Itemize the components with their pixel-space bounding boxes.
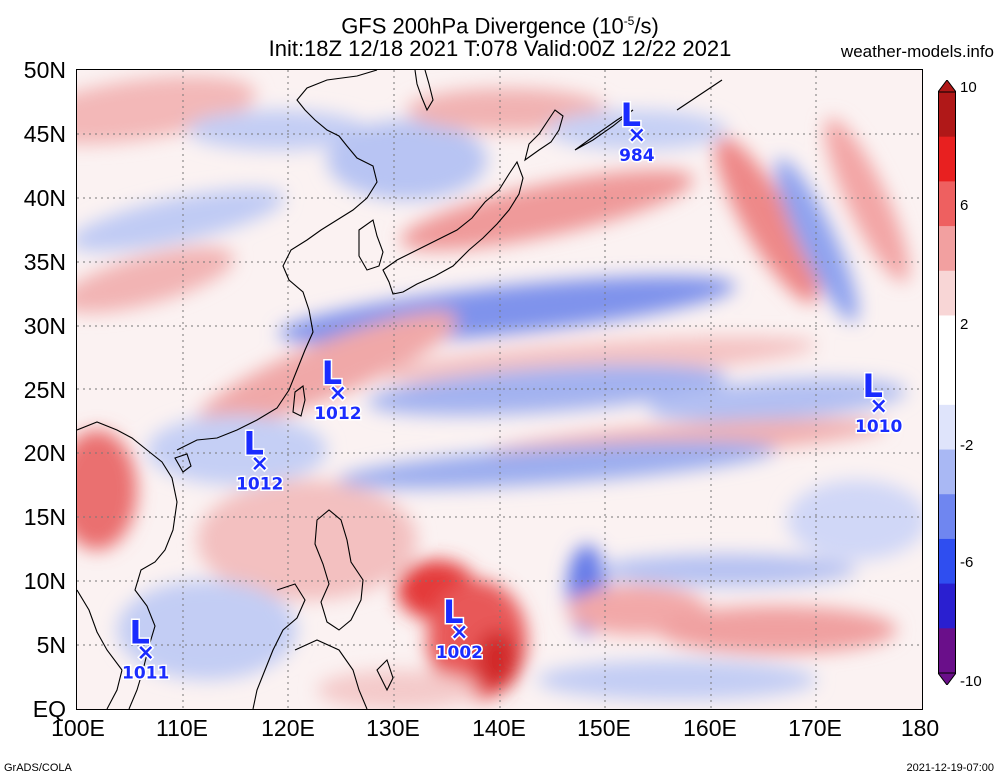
x-tick-label: 110E <box>155 715 209 741</box>
colorbar-label: 6 <box>960 197 969 214</box>
y-tick-label: 10N <box>23 568 66 594</box>
colorbar-max-arrow <box>938 80 956 93</box>
colorbar-segment <box>938 136 956 182</box>
colorbar-label: -6 <box>960 554 974 571</box>
site-credit: weather-models.info <box>840 42 994 61</box>
colorbar-label: -2 <box>960 437 974 454</box>
colorbar-segment <box>938 628 956 674</box>
coastlines <box>77 70 723 709</box>
y-tick-label: 15N <box>23 504 66 530</box>
x-tick-label: 120E <box>261 715 315 741</box>
colorbar-segment <box>938 538 956 585</box>
low-letter: L <box>862 367 882 405</box>
map-panel: L × 984 L × 1012 L × 1012 L × 1010 L × 1011 L × 1002 <box>76 69 923 710</box>
colorbar-segment <box>938 404 956 451</box>
low-pressure-value: 1011 <box>122 663 169 683</box>
software-credit: GrADS/COLA <box>4 762 72 774</box>
low-pressure-marker: L×1012 <box>235 423 285 496</box>
low-center-x: × <box>251 451 269 476</box>
low-center-x: × <box>329 381 347 406</box>
low-center-x: × <box>628 123 646 148</box>
low-pressure-marker: L×984 <box>618 94 657 167</box>
colorbar-min-arrow <box>938 672 956 685</box>
colorbar-segment <box>938 270 956 316</box>
y-tick-label: 5N <box>36 632 66 658</box>
y-tick-label: 20N <box>23 440 66 466</box>
low-letter: L <box>244 424 264 462</box>
low-center-x: × <box>450 620 468 645</box>
x-tick-label: 130E <box>366 715 420 741</box>
colorbar-label: 2 <box>960 316 969 333</box>
x-tick-label: 140E <box>472 715 526 741</box>
y-tick-label: 30N <box>23 313 66 339</box>
colorbar-segment <box>938 583 956 629</box>
x-tick-label: 100E <box>51 715 105 741</box>
colorbar-segment <box>938 181 956 227</box>
low-letter: L <box>129 613 149 651</box>
x-tick-label: 170E <box>788 715 842 741</box>
chart-title: GFS 200hPa Divergence (10-5/s) <box>341 13 659 39</box>
low-letter: L <box>322 354 342 392</box>
low-pressure-value: 1002 <box>436 643 483 663</box>
colorbar-segment <box>938 92 956 138</box>
graticule <box>77 70 922 709</box>
divergence-field <box>77 75 922 709</box>
y-tick-label: 50N <box>23 57 66 83</box>
colorbar-label: 10 <box>960 79 977 96</box>
low-center-x: × <box>869 394 887 419</box>
x-tick-label: 150E <box>577 715 631 741</box>
colorbar-segment <box>938 315 956 361</box>
low-letter: L <box>443 593 463 631</box>
low-pressure-marker: L×1002 <box>434 592 484 665</box>
generated-timestamp: 2021-12-19-07:00 <box>906 762 994 774</box>
low-pressure-marker: L×1012 <box>313 353 363 426</box>
colorbar-segment <box>938 449 956 495</box>
low-pressure-marker: L×1011 <box>120 612 170 685</box>
y-tick-label: 45N <box>23 121 66 147</box>
low-pressure-marker: L×1010 <box>854 365 904 438</box>
y-tick-label: EQ <box>32 696 66 722</box>
low-pressure-value: 1012 <box>314 404 361 424</box>
y-tick-label: 40N <box>23 185 66 211</box>
low-pressure-value: 1010 <box>855 417 902 437</box>
colorbar <box>938 80 956 685</box>
low-letter: L <box>621 96 641 134</box>
low-pressure-value: 984 <box>619 146 655 166</box>
x-tick-label: 180 <box>900 715 940 741</box>
low-center-x: × <box>136 640 154 665</box>
y-tick-label: 25N <box>23 377 66 403</box>
x-tick-label: 160E <box>683 715 737 741</box>
colorbar-segment <box>938 226 956 272</box>
colorbar-label: -10 <box>960 673 982 690</box>
colorbar-segment <box>938 494 956 540</box>
colorbar-segment <box>938 360 956 406</box>
low-pressure-value: 1012 <box>236 474 283 494</box>
chart-subtitle: Init:18Z 12/18 2021 T:078 Valid:00Z 12/2… <box>268 36 732 61</box>
y-tick-label: 35N <box>23 249 66 275</box>
